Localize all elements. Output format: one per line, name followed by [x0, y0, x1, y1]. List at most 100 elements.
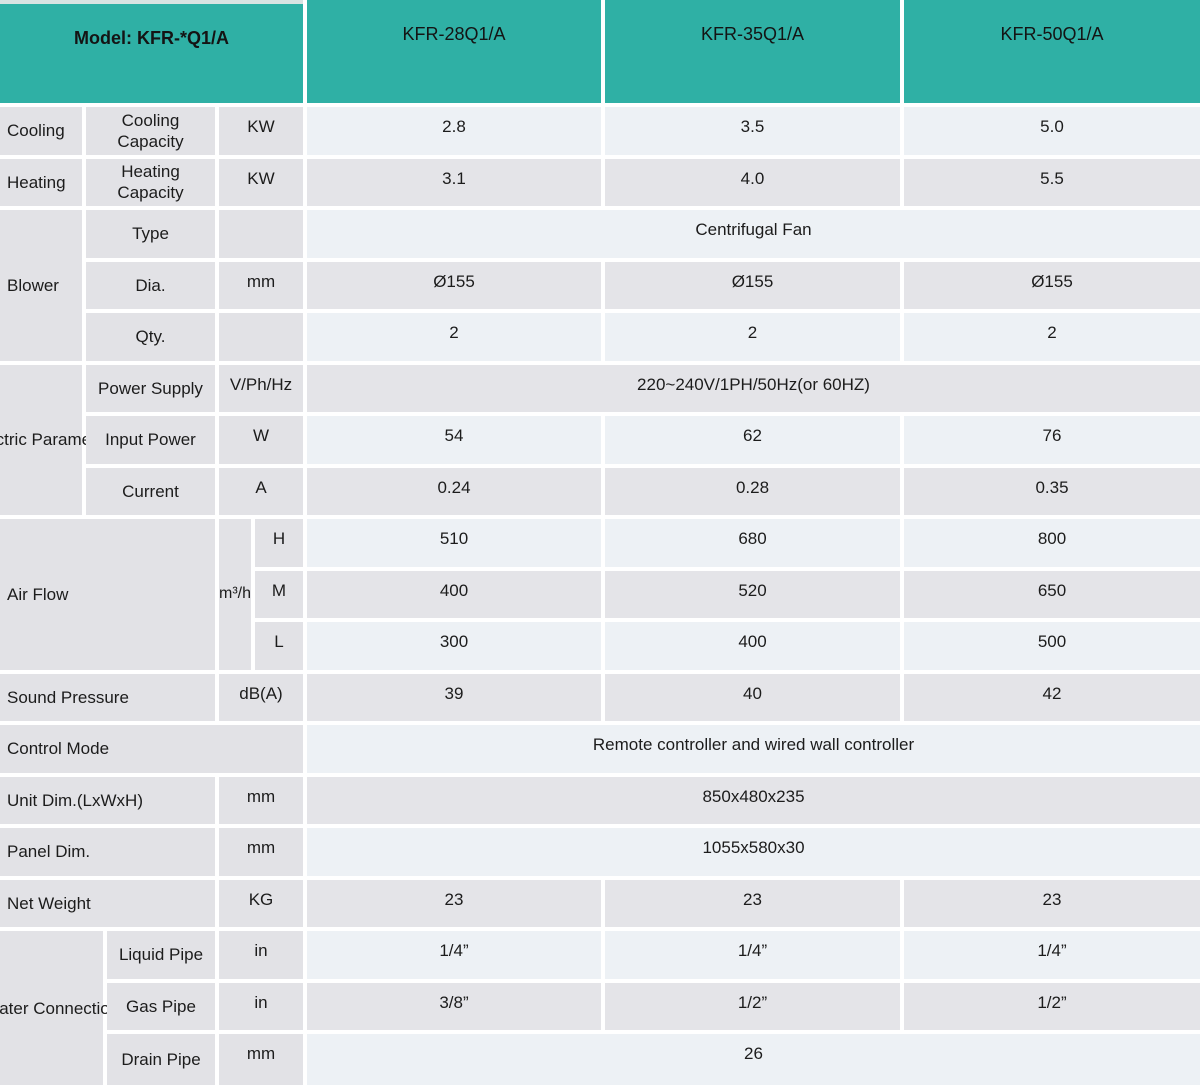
gas-pipe-value-kfr35: 1/2”	[605, 982, 900, 1030]
drain-pipe-value: 26	[307, 1034, 1200, 1085]
gas-pipe-value-kfr50: 1/2”	[904, 982, 1200, 1030]
cooling-unit: KW	[219, 107, 303, 155]
row-input-power: Input Power W 54 62 76	[86, 416, 1200, 464]
airflow-l-sublabel: L	[255, 622, 303, 670]
blower-dia-sublabel: Dia.	[86, 261, 215, 309]
table-header: Model: KFR-*Q1/A KFR-28Q1/A KFR-35Q1/A K…	[0, 0, 1200, 103]
blower-qty-value-kfr50: 2	[904, 313, 1200, 361]
row-heating: Heating Heating Capacity KW 3.1 4.0 5.5	[0, 158, 1200, 206]
row-airflow-l: L 300 400 500	[255, 622, 1200, 670]
liquid-pipe-sublabel: Liquid Pipe	[107, 931, 215, 979]
blower-type-unit	[219, 210, 303, 258]
blower-qty-sublabel: Qty.	[86, 313, 215, 361]
header-col-kfr-50q1a: KFR-50Q1/A	[904, 0, 1200, 103]
sound-pressure-label: Sound Pressure	[0, 673, 215, 721]
airflow-m-value-kfr35: 520	[605, 570, 900, 618]
control-mode-value: Remote controller and wired wall control…	[307, 725, 1200, 773]
airflow-l-value-kfr28: 300	[307, 622, 601, 670]
input-power-value-kfr35: 62	[605, 416, 900, 464]
section-air-flow: Air Flow m³/h H 510 680 800 M 400 520 65…	[0, 519, 1200, 674]
row-drain-pipe: Drain Pipe mm 26	[107, 1034, 1200, 1085]
air-flow-label: Air Flow	[0, 519, 215, 670]
liquid-pipe-value-kfr50: 1/4”	[904, 931, 1200, 979]
blower-type-value: Centrifugal Fan	[307, 210, 1200, 258]
liquid-pipe-unit: in	[219, 931, 303, 979]
row-blower-dia: Dia. mm Ø155 Ø155 Ø155	[86, 261, 1200, 309]
unit-dim-unit: mm	[219, 776, 303, 824]
power-supply-sublabel: Power Supply	[86, 364, 215, 412]
heating-label: Heating	[0, 158, 82, 206]
row-unit-dim: Unit Dim.(LxWxH) mm 850x480x235	[0, 776, 1200, 824]
current-value-kfr28: 0.24	[307, 467, 601, 515]
cooling-value-kfr50: 5.0	[904, 107, 1200, 155]
row-cooling: Cooling Cooling Capacity KW 2.8 3.5 5.0	[0, 107, 1200, 155]
airflow-m-sublabel: M	[255, 570, 303, 618]
sound-pressure-unit: dB(A)	[219, 673, 303, 721]
row-gas-pipe: Gas Pipe in 3/8” 1/2” 1/2”	[107, 982, 1200, 1030]
cooling-label: Cooling	[0, 107, 82, 155]
airflow-h-value-kfr28: 510	[307, 519, 601, 567]
sound-pressure-value-kfr35: 40	[605, 673, 900, 721]
heating-unit: KW	[219, 158, 303, 206]
airflow-h-value-kfr35: 680	[605, 519, 900, 567]
airflow-m-value-kfr50: 650	[904, 570, 1200, 618]
input-power-value-kfr28: 54	[307, 416, 601, 464]
section-water-connection: Water Connection Liquid Pipe in 1/4” 1/4…	[0, 931, 1200, 1085]
airflow-l-value-kfr50: 500	[904, 622, 1200, 670]
airflow-l-value-kfr35: 400	[605, 622, 900, 670]
net-weight-label: Net Weight	[0, 879, 215, 927]
blower-label: Blower	[0, 210, 82, 361]
sound-pressure-value-kfr50: 42	[904, 673, 1200, 721]
row-blower-qty: Qty. 2 2 2	[86, 313, 1200, 361]
net-weight-value-kfr50: 23	[904, 879, 1200, 927]
water-connection-label: Water Connection	[0, 931, 119, 1085]
airflow-h-sublabel: H	[255, 519, 303, 567]
heating-sublabel: Heating Capacity	[86, 158, 215, 206]
row-power-supply: Power Supply V/Ph/Hz 220~240V/1PH/50Hz(o…	[86, 364, 1200, 412]
heating-value-kfr35: 4.0	[605, 158, 900, 206]
blower-dia-value-kfr50: Ø155	[904, 261, 1200, 309]
gas-pipe-unit: in	[219, 982, 303, 1030]
input-power-sublabel: Input Power	[86, 416, 215, 464]
cooling-sublabel: Cooling Capacity	[86, 107, 215, 155]
sound-pressure-value-kfr28: 39	[307, 673, 601, 721]
blower-qty-value-kfr28: 2	[307, 313, 601, 361]
liquid-pipe-value-kfr28: 1/4”	[307, 931, 601, 979]
row-airflow-h: H 510 680 800	[255, 519, 1200, 567]
input-power-value-kfr50: 76	[904, 416, 1200, 464]
panel-dim-unit: mm	[219, 828, 303, 876]
panel-dim-label: Panel Dim.	[0, 828, 215, 876]
airflow-m-value-kfr28: 400	[307, 570, 601, 618]
current-value-kfr35: 0.28	[605, 467, 900, 515]
header-col-kfr-28q1a: KFR-28Q1/A	[307, 0, 601, 103]
power-supply-value: 220~240V/1PH/50Hz(or 60HZ)	[307, 364, 1200, 412]
blower-qty-unit	[219, 313, 303, 361]
blower-qty-value-kfr35: 2	[605, 313, 900, 361]
power-supply-unit: V/Ph/Hz	[219, 364, 303, 412]
net-weight-unit: KG	[219, 879, 303, 927]
heating-value-kfr50: 5.5	[904, 158, 1200, 206]
electric-parameter-label: Electric Parameter	[0, 364, 111, 515]
header-model: Model: KFR-*Q1/A	[0, 0, 303, 103]
row-airflow-m: M 400 520 650	[255, 570, 1200, 618]
row-panel-dim: Panel Dim. mm 1055x580x30	[0, 828, 1200, 876]
current-sublabel: Current	[86, 467, 215, 515]
airflow-h-value-kfr50: 800	[904, 519, 1200, 567]
drain-pipe-sublabel: Drain Pipe	[107, 1034, 215, 1085]
air-flow-unit: m³/h	[219, 519, 251, 670]
unit-dim-value: 850x480x235	[307, 776, 1200, 824]
section-blower: Blower Type Centrifugal Fan Dia. mm Ø155…	[0, 210, 1200, 365]
row-control-mode: Control Mode Remote controller and wired…	[0, 725, 1200, 773]
unit-dim-label: Unit Dim.(LxWxH)	[0, 776, 215, 824]
blower-dia-unit: mm	[219, 261, 303, 309]
blower-dia-value-kfr35: Ø155	[605, 261, 900, 309]
row-blower-type: Type Centrifugal Fan	[86, 210, 1200, 258]
section-electric-parameter: Electric Parameter Power Supply V/Ph/Hz …	[0, 364, 1200, 520]
panel-dim-value: 1055x580x30	[307, 828, 1200, 876]
net-weight-value-kfr28: 23	[307, 879, 601, 927]
row-net-weight: Net Weight KG 23 23 23	[0, 879, 1200, 927]
row-sound-pressure: Sound Pressure dB(A) 39 40 42	[0, 673, 1200, 721]
control-mode-label: Control Mode	[0, 725, 303, 773]
row-current: Current A 0.24 0.28 0.35	[86, 467, 1200, 515]
